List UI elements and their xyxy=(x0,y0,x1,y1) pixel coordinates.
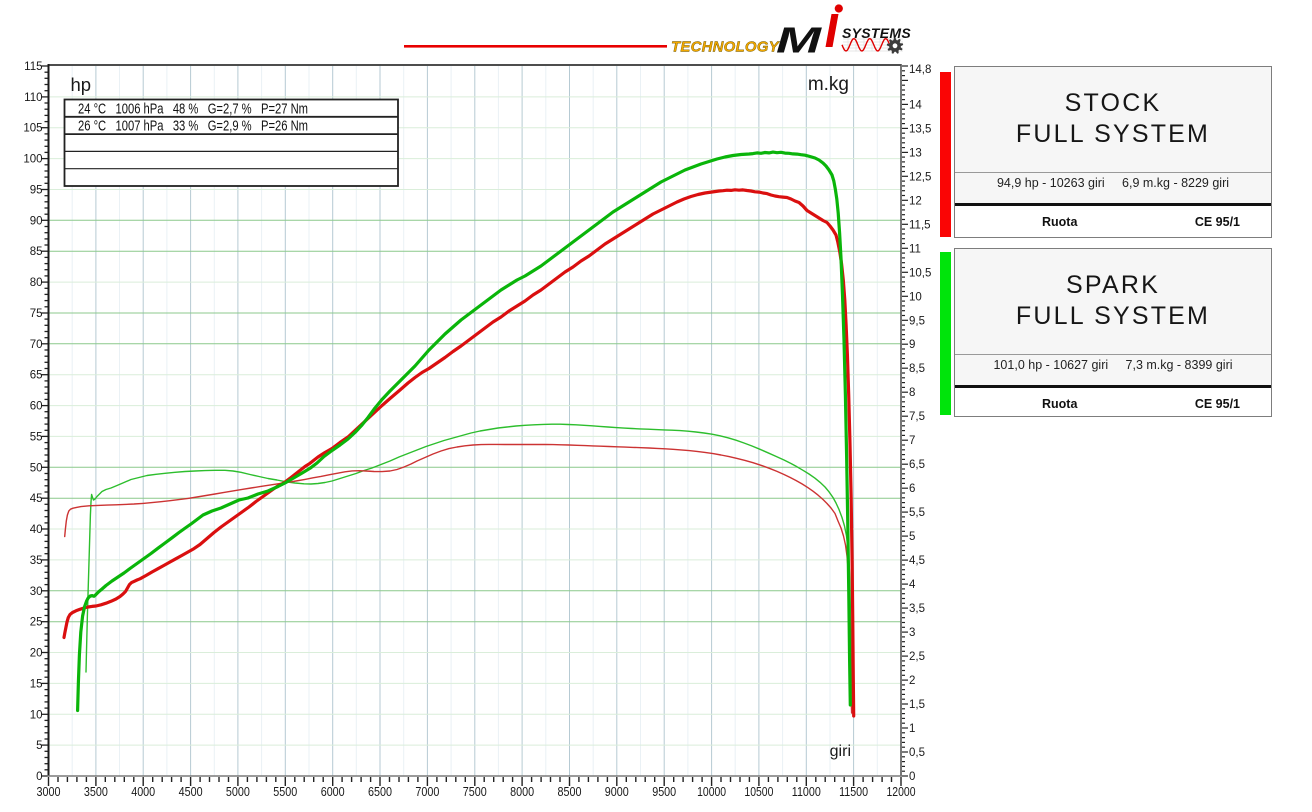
svg-text:90: 90 xyxy=(30,215,43,227)
svg-text:55: 55 xyxy=(30,431,43,443)
svg-text:7: 7 xyxy=(909,435,915,447)
svg-text:35: 35 xyxy=(30,555,43,567)
svg-text:24 °C 1006 hPa 48 % G=2,: 24 °C 1006 hPa 48 % G=2,7 % P=27 Nm xyxy=(78,102,308,118)
svg-text:7,5: 7,5 xyxy=(909,411,925,423)
svg-text:0: 0 xyxy=(909,771,915,783)
svg-text:6,5: 6,5 xyxy=(909,459,925,471)
svg-text:4,5: 4,5 xyxy=(909,555,925,567)
svg-text:11,5: 11,5 xyxy=(909,219,931,231)
svg-text:4: 4 xyxy=(909,579,916,591)
svg-text:6: 6 xyxy=(909,483,915,495)
svg-text:10500: 10500 xyxy=(744,785,773,799)
svg-text:10: 10 xyxy=(909,291,922,303)
svg-text:6000: 6000 xyxy=(321,785,345,799)
svg-text:100: 100 xyxy=(23,154,42,166)
svg-text:65: 65 xyxy=(30,370,43,382)
svg-text:12000: 12000 xyxy=(887,785,916,799)
svg-text:10000: 10000 xyxy=(697,785,726,799)
svg-text:hp: hp xyxy=(71,74,92,95)
svg-text:30: 30 xyxy=(30,586,43,598)
svg-text:13,5: 13,5 xyxy=(909,123,931,135)
svg-text:9000: 9000 xyxy=(605,785,629,799)
svg-text:25: 25 xyxy=(30,617,43,629)
svg-text:50: 50 xyxy=(30,462,43,474)
svg-text:14: 14 xyxy=(909,99,922,111)
svg-text:5: 5 xyxy=(36,740,42,752)
svg-text:3: 3 xyxy=(909,627,915,639)
svg-text:8: 8 xyxy=(909,387,915,399)
svg-text:20: 20 xyxy=(30,648,43,660)
svg-text:5500: 5500 xyxy=(273,785,297,799)
svg-text:4500: 4500 xyxy=(179,785,203,799)
svg-text:0,5: 0,5 xyxy=(909,747,925,759)
svg-text:95: 95 xyxy=(30,185,43,197)
svg-text:14,8: 14,8 xyxy=(909,64,931,76)
svg-text:9,5: 9,5 xyxy=(909,315,925,327)
svg-text:115: 115 xyxy=(24,61,42,73)
svg-text:1: 1 xyxy=(909,723,915,735)
svg-text:85: 85 xyxy=(30,246,43,258)
svg-text:11000: 11000 xyxy=(792,785,821,799)
svg-text:70: 70 xyxy=(30,339,43,351)
svg-text:12,5: 12,5 xyxy=(909,171,931,183)
svg-text:26 °C 1007 hPa 33 % G=2,: 26 °C 1007 hPa 33 % G=2,9 % P=26 Nm xyxy=(78,119,308,135)
svg-text:11: 11 xyxy=(909,243,921,255)
svg-text:7500: 7500 xyxy=(463,785,487,799)
svg-text:13: 13 xyxy=(909,147,922,159)
svg-text:11500: 11500 xyxy=(839,785,868,799)
svg-text:75: 75 xyxy=(30,308,43,320)
svg-text:m.kg: m.kg xyxy=(808,74,849,95)
svg-text:5000: 5000 xyxy=(226,785,250,799)
svg-text:8,5: 8,5 xyxy=(909,363,925,375)
svg-text:0: 0 xyxy=(36,771,42,783)
svg-text:5,5: 5,5 xyxy=(909,507,925,519)
svg-text:45: 45 xyxy=(30,493,43,505)
svg-text:40: 40 xyxy=(30,524,43,536)
svg-text:10,5: 10,5 xyxy=(909,267,931,279)
svg-text:60: 60 xyxy=(30,401,43,413)
svg-text:110: 110 xyxy=(24,92,42,104)
svg-text:12: 12 xyxy=(909,195,922,207)
svg-text:3,5: 3,5 xyxy=(909,603,925,615)
svg-text:5: 5 xyxy=(909,531,915,543)
svg-text:3500: 3500 xyxy=(84,785,108,799)
svg-text:giri: giri xyxy=(830,743,851,760)
svg-text:3000: 3000 xyxy=(37,785,61,799)
svg-text:2: 2 xyxy=(909,675,915,687)
svg-text:SYSTEMS: SYSTEMS xyxy=(842,25,911,41)
svg-text:7000: 7000 xyxy=(415,785,439,799)
svg-text:2,5: 2,5 xyxy=(909,651,925,663)
svg-text:8500: 8500 xyxy=(558,785,582,799)
svg-text:105: 105 xyxy=(23,123,42,135)
svg-text:10: 10 xyxy=(30,709,43,721)
svg-text:M: M xyxy=(776,20,823,61)
svg-text:80: 80 xyxy=(30,277,43,289)
svg-text:1,5: 1,5 xyxy=(909,699,925,711)
svg-text:9500: 9500 xyxy=(652,785,676,799)
svg-text:9: 9 xyxy=(909,339,915,351)
svg-text:TECHNOLOGY: TECHNOLOGY xyxy=(671,39,781,56)
svg-text:15: 15 xyxy=(30,678,43,690)
svg-text:4000: 4000 xyxy=(131,785,155,799)
svg-text:6500: 6500 xyxy=(368,785,392,799)
svg-text:8000: 8000 xyxy=(510,785,534,799)
